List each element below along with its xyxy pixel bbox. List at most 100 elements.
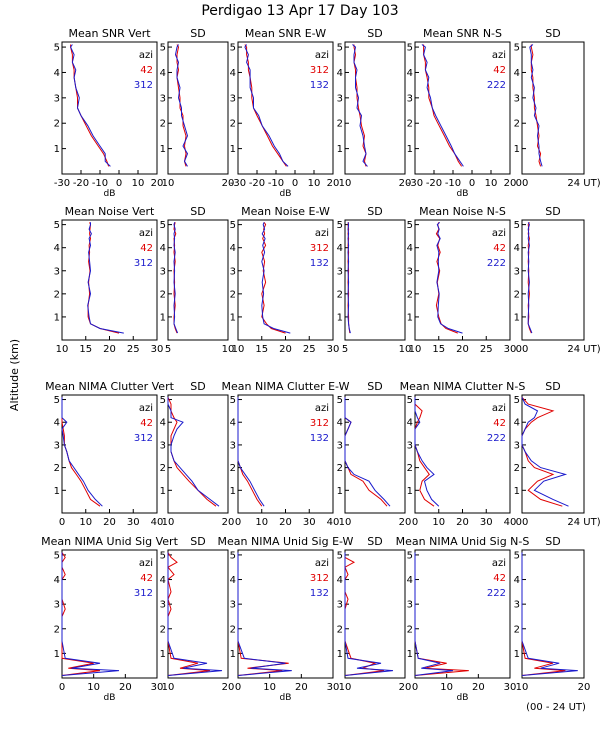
series-line-312 [61,397,103,507]
x-tick-label: 0 [469,178,475,189]
series-line-42 [423,44,463,167]
y-tick-label: 4 [514,418,520,429]
x-tick-label: 00 [516,344,529,355]
panel-title: Mean Noise N-S [419,205,506,218]
y-tick-label: 2 [54,624,60,635]
y-tick-label: 2 [407,463,413,474]
panel-r0c1: SD 1 2 3 4 5 10 20 [160,27,235,189]
x-tick-label: -30 [230,178,246,189]
x-tick-label: 30 [327,682,340,693]
panel-title: SD [545,535,560,548]
panel-frame [167,394,229,514]
x-tick-label: 10 [339,178,352,189]
legend-header: azi [492,228,506,239]
panel-frame [61,41,158,175]
panel-r3c3: SD 1 2 3 4 5 10 20 [337,535,412,693]
y-tick-label: 5 [230,43,236,54]
y-tick-label: 2 [337,624,343,635]
y-tick-label: 5 [407,220,413,231]
legend-header: azi [492,558,506,569]
x-unit-label: dB [457,693,469,703]
y-tick-label: 3 [230,440,236,451]
x-tick-label: 5 [342,344,348,355]
legend-entry: 42 [140,418,153,429]
series-line-312 [70,44,111,167]
legend-header: azi [315,558,329,569]
y-tick-label: 2 [230,119,236,130]
series-line-222 [521,397,569,507]
page-title: Perdigao 13 Apr 17 Day 103 [201,3,398,19]
x-tick-label: 10 [87,682,100,693]
panel-r2c3: SD 1 2 3 4 5 10 20 [337,380,412,528]
x-tick-label: 0 [412,517,418,528]
x-tick-label: 10 [132,178,145,189]
y-tick-label: 2 [514,289,520,300]
panel-frame [414,549,511,679]
series-line-42 [61,397,101,507]
y-tick-label: 3 [514,440,520,451]
y-tick-label: 2 [230,624,236,635]
y-tick-label: 5 [337,43,343,54]
y-tick-label: 2 [160,119,166,130]
x-tick-label: 40 [504,517,517,528]
x-tick-label: 10 [162,178,175,189]
panel-title: SD [367,205,382,218]
x-unit-label: dB [280,189,292,199]
y-tick-label: 1 [514,144,520,155]
y-tick-label: 4 [514,243,520,254]
series-line-312 [167,552,223,676]
x-tick-label: 10 [432,517,445,528]
series-line-312 [261,222,286,334]
x-tick-label: 20 [295,682,308,693]
legend-entry: 132 [310,258,329,269]
y-tick-label: 4 [54,68,60,79]
panel-title: Mean NIMA Unid Sig Vert [41,535,178,548]
legend-entry: 42 [493,418,506,429]
x-tick-label: 15 [79,344,92,355]
panel-title: Mean SNR E-W [245,27,326,40]
y-tick-label: 5 [514,220,520,231]
series-line-42 [87,222,120,334]
series-line-42 [414,552,469,676]
panel-r3c5: SD 1 2 3 4 5 10 20 [514,535,591,693]
y-tick-label: 4 [337,575,343,586]
legend-entry: 312 [134,433,153,444]
x-tick-label: 25 [480,344,493,355]
series-line-42 [61,552,101,676]
panel-r1c1: SD 1 2 3 4 5 5 10 [160,205,235,355]
panel-r1c5: SD 1 2 3 4 5 00 24 UT) [514,205,600,355]
series-line-132 [237,397,265,507]
y-tick-label: 3 [337,600,343,611]
legend-header: azi [139,558,153,569]
panel-r2c0: Mean NIMA Clutter Vert 1 2 3 4 5 0 10 20 30 40 azi 4… [45,380,175,528]
y-tick-label: 3 [54,266,60,277]
panel-r2c1: SD 1 2 3 4 5 10 20 [160,380,235,528]
y-tick-label: 4 [230,575,236,586]
series-line-132 [261,222,291,334]
y-tick-label: 1 [230,649,236,660]
y-tick-label: 1 [514,312,520,323]
y-tick-label: 3 [514,600,520,611]
series-line-42 [167,552,211,676]
panel-frame [521,219,585,341]
legend-header: azi [315,228,329,239]
legend-header: azi [139,50,153,61]
y-tick-label: 1 [54,144,60,155]
x-tick-label: 20 [399,517,412,528]
series-line-312 [344,552,385,676]
y-tick-label: 5 [54,43,60,54]
x-tick-label: 10 [409,344,422,355]
y-tick-label: 1 [407,312,413,323]
panel-r2c5: SD 1 2 3 4 5 00 24 UT) [514,380,600,528]
y-tick-label: 5 [337,220,343,231]
panel-title: SD [190,27,205,40]
y-tick-label: 3 [337,440,343,451]
y-tick-label: 3 [514,266,520,277]
legend-header: azi [492,403,506,414]
x-tick-label: 10 [255,517,268,528]
x-tick-label: 20 [222,178,235,189]
series-line-42 [521,396,563,507]
y-tick-label: 3 [337,93,343,104]
